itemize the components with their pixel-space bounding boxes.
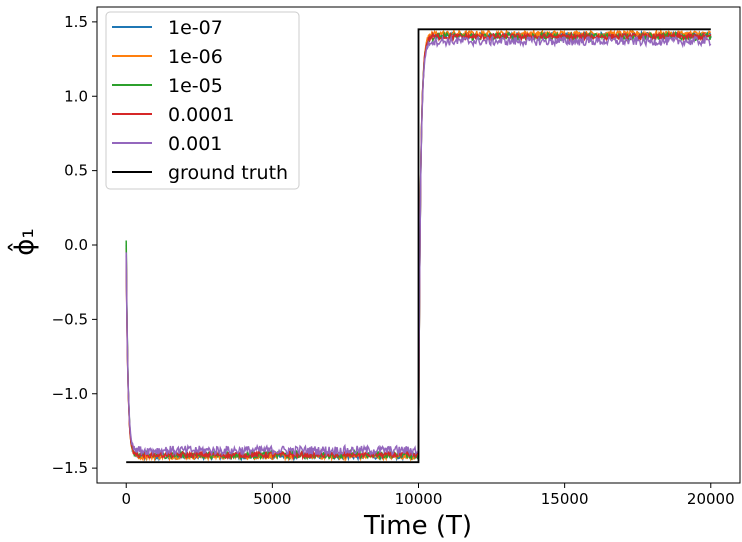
x-tick-label: 5000 [253,490,291,508]
legend-label-2: 1e-05 [168,75,223,97]
y-axis: −1.5 −1.0 −0.5 0.0 0.5 1.0 1.5 [52,13,97,477]
y-tick-label: −0.5 [52,310,88,328]
y-tick-label: −1.0 [52,385,88,403]
y-tick-label: 1.5 [64,13,88,31]
legend: 1e-07 1e-06 1e-05 0.0001 0.001 ground truth [105,11,300,190]
series-line-4 [125,34,712,458]
y-tick-label: 0.5 [64,162,88,180]
x-tick-label: 15000 [541,490,589,508]
legend-label-0: 1e-07 [168,17,223,39]
x-axis: 0 5000 10000 15000 20000 [121,483,735,508]
ground-truth-line [126,28,711,464]
legend-frame [105,11,300,190]
legend-label-3: 0.0001 [168,104,234,126]
x-tick-label: 10000 [395,490,443,508]
y-tick-label: 1.0 [64,87,88,105]
legend-label-1: 1e-06 [168,46,223,68]
legend-label-5: ground truth [168,162,288,184]
x-axis-label: Time (T) [363,511,472,541]
x-tick-label: 20000 [687,490,735,508]
y-tick-label: 0.0 [64,236,88,254]
x-tick-label: 0 [121,490,131,508]
legend-label-4: 0.001 [168,133,222,155]
series-layer [125,28,712,464]
y-tick-label: −1.5 [52,459,88,477]
y-axis-label: ϕ̂₁ [6,228,40,256]
